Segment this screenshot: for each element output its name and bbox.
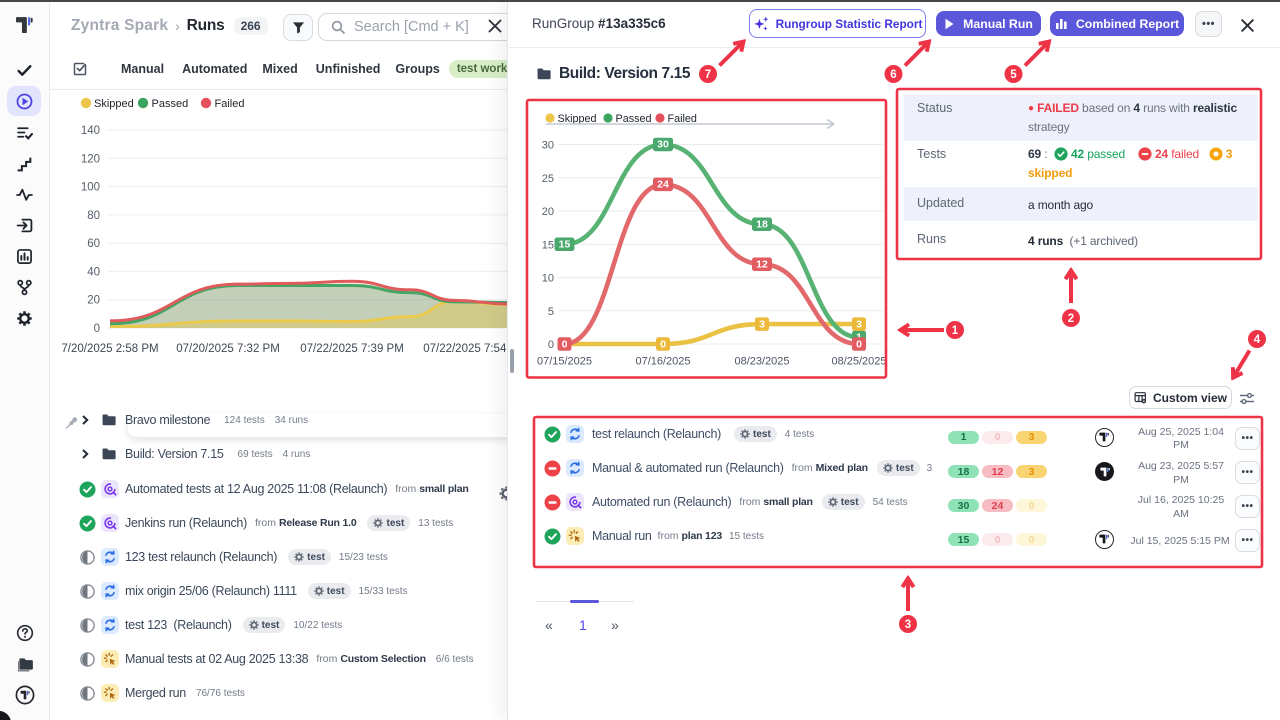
svg-text:0: 0 [562,338,568,350]
svg-text:24: 24 [657,179,669,191]
svg-text:08/23/2025: 08/23/2025 [734,356,789,368]
svg-text:30: 30 [542,140,554,152]
svg-text:Skipped: Skipped [558,113,597,125]
svg-text:Failed: Failed [668,113,697,125]
svg-text:0: 0 [548,339,554,351]
svg-text:25: 25 [542,173,554,185]
svg-text:3: 3 [856,318,862,330]
svg-text:80: 80 [87,210,100,222]
svg-text:10: 10 [542,273,554,285]
svg-text:Passed: Passed [152,98,189,110]
svg-text:15: 15 [542,239,554,251]
svg-text:12: 12 [756,259,768,271]
svg-text:5: 5 [548,306,554,318]
svg-text:07/20/2025 7:32 PM: 07/20/2025 7:32 PM [176,343,280,355]
svg-text:07/22/2025 7:39 PM: 07/22/2025 7:39 PM [300,343,404,355]
svg-text:20: 20 [542,206,554,218]
svg-text:0: 0 [660,338,666,350]
svg-text:Passed: Passed [616,113,652,125]
svg-text:30: 30 [657,139,669,151]
svg-text:07/16/2025: 07/16/2025 [635,356,690,368]
svg-text:7/20/2025 2:58 PM: 7/20/2025 2:58 PM [61,343,158,355]
svg-text:08/25/2025: 08/25/2025 [831,356,886,368]
svg-text:140: 140 [81,125,100,137]
svg-text:0: 0 [94,323,100,335]
svg-text:07/15/2025: 07/15/2025 [537,356,592,368]
svg-text:15: 15 [559,239,571,251]
svg-text:Failed: Failed [215,98,245,110]
svg-text:3: 3 [759,318,765,330]
svg-text:120: 120 [81,153,100,165]
svg-text:0: 0 [856,338,862,350]
svg-text:100: 100 [81,182,100,194]
svg-text:60: 60 [87,238,100,250]
svg-text:07/22/2025 7:54 PM: 07/22/2025 7:54 PM [423,343,509,355]
svg-text:18: 18 [756,219,768,231]
svg-text:Skipped: Skipped [94,98,134,110]
svg-text:40: 40 [87,266,100,278]
svg-text:20: 20 [87,295,100,307]
